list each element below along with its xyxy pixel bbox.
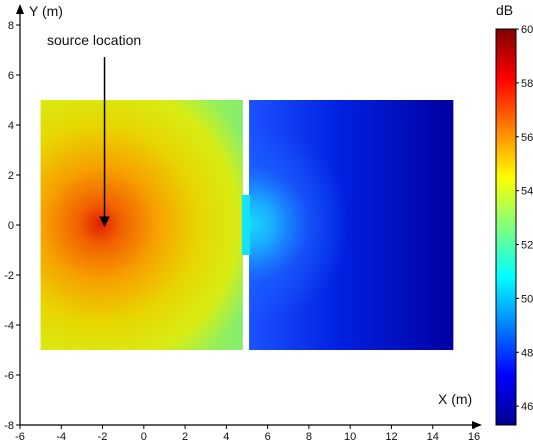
x-tick-label: -2 (98, 431, 108, 443)
y-tick-label: -6 (4, 370, 14, 382)
field-regions (40, 100, 454, 350)
colorbar-tick-label: 56 (521, 132, 533, 144)
y-tick-label: 0 (8, 220, 14, 232)
colorbar-scale (495, 28, 517, 426)
y-tick-label: -4 (4, 320, 14, 332)
y-axis-arrow (16, 4, 24, 14)
x-tick-label: 2 (182, 431, 188, 443)
x-tick-label: 16 (468, 431, 480, 443)
colorbar-tick-label: 48 (521, 347, 533, 359)
y-tick-label: 4 (8, 120, 14, 132)
y-tick-label: -8 (4, 420, 14, 432)
colorbar-tick-label: 58 (521, 78, 533, 90)
x-tick-label: 6 (265, 431, 271, 443)
colorbar-label: dB (496, 2, 513, 18)
source-location-annotation: source location (47, 32, 141, 48)
colorbar-tick-label: 46 (521, 401, 533, 413)
colorbar-tick-label: 54 (521, 186, 533, 198)
x-tick-label: -6 (15, 431, 25, 443)
colorbar-tick-label: 60 (521, 24, 533, 36)
y-tick-label: 2 (8, 170, 14, 182)
wall-opening (241, 195, 251, 255)
colorbar-tick-label: 52 (521, 240, 533, 252)
y-axis-label: Y (m) (29, 3, 63, 19)
y-tick-label: 6 (8, 70, 14, 82)
x-tick-label: 10 (344, 431, 356, 443)
y-tick-label: -2 (4, 270, 14, 282)
source-field (40, 100, 243, 350)
x-tick-label: 4 (223, 431, 229, 443)
x-tick-label: 0 (141, 431, 147, 443)
x-tick-label: 12 (385, 431, 397, 443)
x-axis-label: X (m) (438, 391, 472, 407)
x-tick-label: 8 (306, 431, 312, 443)
x-tick-label: -4 (56, 431, 66, 443)
colorbar: 46 48 50 52 54 56 58 60 (495, 24, 533, 426)
x-tick-label: 14 (427, 431, 439, 443)
y-tick-label: 8 (8, 20, 14, 32)
colorbar-tick-label: 50 (521, 293, 533, 305)
opening-spread (249, 100, 360, 350)
